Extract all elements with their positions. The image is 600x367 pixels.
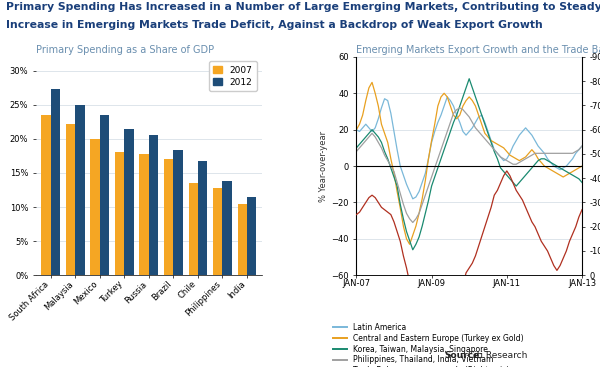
Bar: [124, 128, 134, 275]
Bar: [51, 89, 60, 275]
Bar: [173, 150, 182, 275]
Y-axis label: % Year-over-year: % Year-over-year: [319, 131, 328, 201]
Bar: [115, 152, 124, 275]
Bar: [91, 139, 100, 275]
Bar: [188, 183, 198, 275]
Bar: [41, 115, 51, 275]
Bar: [66, 124, 75, 275]
Bar: [100, 115, 109, 275]
Bar: [238, 204, 247, 275]
Text: Increase in Emerging Markets Trade Deficit, Against a Backdrop of Weak Export Gr: Increase in Emerging Markets Trade Defic…: [6, 20, 543, 30]
Bar: [223, 181, 232, 275]
Bar: [149, 135, 158, 275]
Text: Citi Research: Citi Research: [465, 351, 527, 360]
Bar: [198, 161, 207, 275]
Text: Primary Spending Has Increased in a Number of Large Emerging Markets, Contributi: Primary Spending Has Increased in a Numb…: [6, 2, 600, 12]
Text: Emerging Markets Export Growth and the Trade Balance: Emerging Markets Export Growth and the T…: [356, 45, 600, 55]
Text: Source:: Source:: [444, 351, 483, 360]
Bar: [139, 155, 149, 275]
Text: Primary Spending as a Share of GDP: Primary Spending as a Share of GDP: [36, 45, 214, 55]
Bar: [213, 188, 223, 275]
Legend: 2007, 2012: 2007, 2012: [209, 61, 257, 91]
Bar: [75, 105, 85, 275]
Legend: Latin America, Central and Eastern Europe (Turkey ex Gold), Korea, Taiwan, Malay: Latin America, Central and Eastern Europ…: [333, 323, 524, 367]
Bar: [164, 159, 173, 275]
Bar: [247, 197, 256, 275]
